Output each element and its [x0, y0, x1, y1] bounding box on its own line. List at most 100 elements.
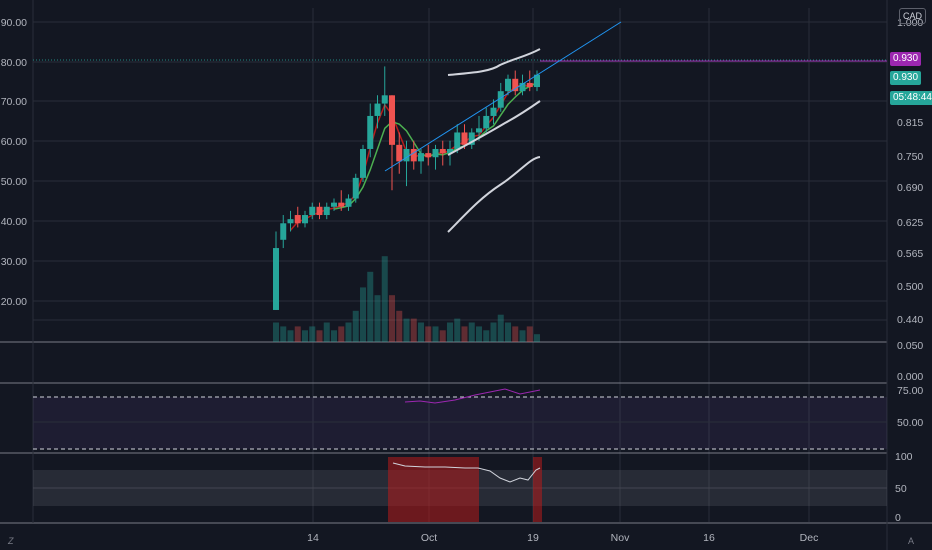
left-axis-tick: 70.00 [1, 96, 27, 108]
zoom-button[interactable]: Z [8, 536, 14, 546]
volume-bar [512, 326, 519, 342]
right-axis-tick: 0.050 [897, 340, 923, 352]
volume-bar [454, 318, 461, 342]
candle-body [287, 219, 294, 224]
candle-body [432, 148, 439, 158]
candle-body [331, 202, 337, 207]
stoch-axis-tick: 100 [895, 451, 913, 463]
x-axis-tick: 14 [307, 532, 319, 544]
left-axis-tick: 60.00 [1, 136, 27, 148]
left-axis-tick: 20.00 [1, 296, 27, 308]
volume-bar [425, 326, 432, 342]
volume-bar [505, 322, 511, 342]
candle-body [302, 215, 308, 224]
left-axis-tick: 30.00 [1, 256, 27, 268]
volume-bar [447, 322, 453, 342]
rsi-axis-tick: 75.00 [897, 385, 923, 397]
candle-body [410, 148, 417, 162]
volume-bar [519, 330, 526, 342]
projection-upper [447, 48, 541, 76]
candle-body [461, 132, 468, 145]
candle-body [389, 95, 395, 145]
auto-scale-button[interactable]: A [907, 536, 914, 546]
volume-bar [403, 318, 410, 342]
volume-bar [534, 334, 540, 342]
candle-body [403, 148, 410, 162]
left-axis-tick: 40.00 [1, 216, 27, 228]
volume-bar [396, 310, 403, 342]
stoch-line [392, 462, 541, 483]
volume-bar [526, 326, 533, 342]
candle-body [439, 148, 446, 154]
left-axis-tick: 80.00 [1, 57, 27, 69]
volume-bar [294, 326, 301, 342]
volume-bar [381, 256, 388, 342]
candle-body [476, 128, 482, 133]
candle-body [323, 206, 330, 216]
x-axis-tick: 16 [703, 532, 715, 544]
right-axis-tick: 0.440 [897, 314, 923, 326]
candle-body [505, 78, 511, 92]
right-axis-tick: 0.500 [897, 281, 923, 293]
candle-body [374, 103, 381, 116]
price-label-badge: 0.930 [890, 52, 922, 66]
overbought-zone [533, 457, 542, 522]
volume-bar [389, 295, 395, 342]
volume-bar [418, 322, 424, 342]
volume-bar [439, 330, 446, 342]
candle-body [526, 82, 533, 88]
volume-bar [331, 330, 337, 342]
candle-body [338, 202, 345, 207]
volume-bar [273, 322, 279, 342]
x-axis-tick: Nov [611, 532, 630, 544]
candle-body [468, 132, 475, 145]
candle-body [418, 153, 424, 162]
stoch-axis-tick: 0 [895, 512, 901, 524]
volume-bar [360, 287, 366, 342]
candle-body [483, 115, 490, 129]
last-price-badge: 0.930 [890, 71, 922, 85]
candle-body [273, 248, 279, 310]
rsi-axis-tick: 50.00 [897, 417, 923, 429]
right-axis-tick: 0.815 [897, 117, 923, 129]
countdown-badge: 05:48:44 [890, 91, 932, 105]
candle-body [381, 95, 388, 104]
left-axis-tick: 50.00 [1, 176, 27, 188]
volume-bar [323, 322, 330, 342]
x-axis-tick: Dec [800, 532, 819, 544]
currency-badge[interactable]: CAD [898, 8, 926, 24]
x-axis-tick: Oct [421, 532, 437, 544]
candle-body [360, 148, 366, 178]
volume-bar [338, 326, 345, 342]
projection-lower [447, 156, 541, 233]
volume-bar [374, 295, 381, 342]
volume-bar [468, 322, 475, 342]
volume-bar [461, 326, 468, 342]
rsi-line [404, 388, 541, 404]
stoch-axis-tick: 50 [895, 483, 907, 495]
volume-bar [316, 330, 323, 342]
right-axis-tick: 0.000 [897, 371, 923, 383]
rsi-band [33, 397, 887, 449]
candle-body [425, 153, 432, 158]
volume-bar [410, 318, 417, 342]
volume-bar [280, 326, 287, 342]
candle-body [534, 74, 540, 88]
candle-body [454, 132, 461, 149]
candle-body [352, 177, 359, 199]
volume-bar [367, 271, 374, 342]
volume-bar [497, 314, 504, 342]
volume-bar [476, 326, 482, 342]
candle-body [345, 198, 352, 207]
candle-body [490, 107, 497, 116]
right-axis-tick: 0.565 [897, 248, 923, 260]
right-axis-tick: 0.625 [897, 217, 923, 229]
volume-bar [287, 330, 294, 342]
left-axis-tick: 90.00 [1, 17, 27, 29]
volume-bar [302, 330, 308, 342]
candle-body [519, 82, 526, 92]
volume-bar [309, 326, 316, 342]
candle-body [447, 148, 453, 154]
volume-bar [352, 310, 359, 342]
